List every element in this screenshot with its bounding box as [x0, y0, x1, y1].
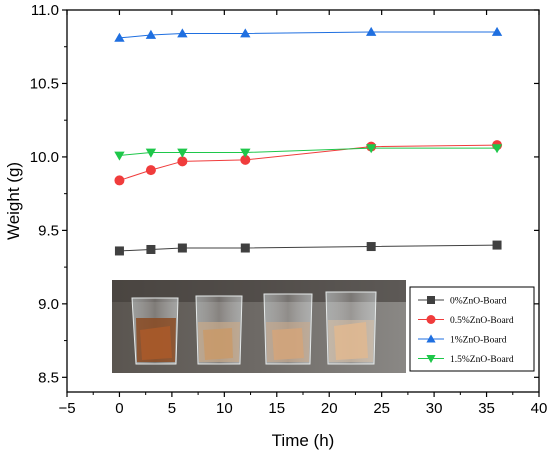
beaker-2	[195, 295, 243, 365]
y-tick-label: 10.0	[30, 149, 59, 166]
data-point	[145, 165, 156, 176]
data-point	[114, 175, 125, 186]
legend-marker	[426, 334, 436, 343]
data-point	[240, 154, 251, 165]
y-tick-label: 10.5	[30, 75, 59, 92]
data-point	[177, 148, 188, 158]
series-line	[119, 244, 498, 252]
data-point	[146, 244, 156, 254]
legend-label: 0%ZnO-Board	[450, 297, 507, 307]
data-point	[177, 28, 188, 38]
x-tick-label: 25	[373, 400, 390, 417]
data-point	[114, 32, 125, 42]
legend: 0%ZnO-Board 0.5%ZnO-Board 1%ZnO-Board 1.5%Z…	[409, 286, 535, 372]
y-tick-label: 8.5	[38, 369, 59, 386]
x-tick-label: 20	[321, 400, 338, 417]
data-point	[114, 246, 124, 256]
y-axis-title: Weight (g)	[4, 162, 23, 240]
y-tick-label: 9.0	[38, 296, 59, 313]
data-point	[145, 29, 157, 39]
axes: −5 0 5 10 15 20 25 30 35 40 8.5 9.0 9.5 10.0 10.5 11.0 T…	[4, 2, 547, 450]
x-tick-label: 35	[478, 400, 495, 417]
y-tick-label: 11.0	[31, 2, 59, 19]
series-line	[119, 31, 498, 39]
data-point	[491, 26, 503, 36]
beaker-3	[263, 293, 313, 365]
data-point	[366, 144, 377, 154]
x-tick-label: 0	[115, 400, 123, 417]
data-point	[114, 151, 125, 161]
series-1	[114, 140, 503, 186]
legend-label: 1.5%ZnO-Board	[450, 355, 514, 365]
legend-item: 1%ZnO-Board	[418, 334, 507, 346]
series-line	[119, 144, 498, 181]
x-tick-label: 5	[168, 400, 176, 417]
data-point	[491, 144, 503, 154]
data-point	[240, 148, 251, 158]
x-tick-label: 10	[216, 400, 233, 417]
data-point	[240, 243, 250, 253]
beaker-4	[325, 291, 377, 365]
data-point	[366, 26, 377, 36]
data-point	[366, 242, 376, 252]
legend-marker	[426, 355, 436, 364]
x-tick-label: 15	[268, 400, 285, 417]
legend-marker	[427, 296, 435, 304]
legend-item: 0.5%ZnO-Board	[418, 315, 514, 326]
series-3	[114, 144, 503, 161]
x-tick-label: 30	[426, 400, 443, 417]
series-2	[114, 26, 503, 42]
series-layer	[114, 26, 503, 256]
legend-label: 0.5%ZnO-Board	[450, 316, 514, 326]
data-point	[240, 28, 251, 38]
x-tick-label: 40	[531, 400, 548, 417]
x-axis-title: Time (h)	[272, 431, 335, 450]
series-0	[114, 240, 502, 256]
y-tick-label: 9.5	[38, 222, 59, 239]
data-point	[177, 156, 188, 167]
x-tick-label: −5	[58, 400, 75, 417]
data-point	[145, 148, 157, 158]
beaker-1	[131, 297, 179, 365]
legend-marker	[426, 315, 436, 324]
data-point	[492, 240, 502, 250]
data-point	[177, 243, 187, 253]
series-line	[119, 147, 498, 156]
legend-item: 1.5%ZnO-Board	[418, 355, 514, 365]
legend-item: 0%ZnO-Board	[418, 296, 507, 307]
inset-photo	[112, 280, 406, 373]
legend-label: 1%ZnO-Board	[450, 336, 507, 346]
